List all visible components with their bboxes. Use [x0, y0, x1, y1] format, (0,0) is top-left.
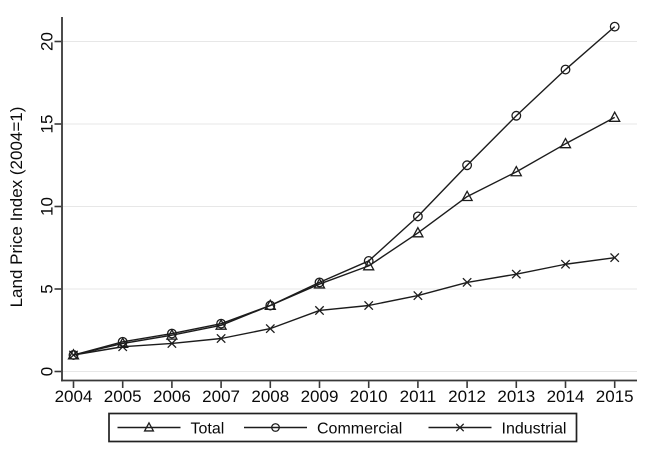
- marker-circle: [462, 160, 473, 171]
- marker-x: [167, 338, 177, 349]
- legend-marker-triangle: [143, 421, 155, 432]
- x-tick-label: 2007: [202, 387, 240, 406]
- marker-circle: [68, 350, 79, 360]
- marker-x: [314, 305, 325, 316]
- series-markers-commercial: [68, 21, 620, 360]
- marker-x: [610, 252, 620, 263]
- x-tick-label: 2012: [448, 387, 486, 406]
- marker-x: [216, 333, 226, 344]
- series-line-commercial: [73, 26, 616, 356]
- x-tick-label: 2011: [400, 387, 437, 406]
- marker-x: [118, 342, 128, 352]
- y-tick-label: 20: [38, 32, 57, 51]
- marker-triangle: [313, 277, 326, 289]
- marker-circle: [511, 110, 522, 121]
- x-tick-label: 2004: [55, 387, 93, 406]
- y-tick-label: 15: [38, 115, 57, 134]
- legend-item-industrial: Industrial: [428, 421, 567, 438]
- y-tick-label: 10: [38, 197, 57, 216]
- legend-marker-circle: [271, 423, 280, 432]
- marker-triangle: [165, 328, 178, 340]
- x-tick-label: 2009: [301, 387, 339, 406]
- marker-x: [511, 269, 521, 279]
- marker-triangle: [559, 137, 572, 149]
- marker-circle: [363, 256, 374, 266]
- marker-circle: [216, 318, 227, 329]
- series-line-industrial: [73, 256, 615, 356]
- marker-triangle: [510, 165, 523, 177]
- series-markers-industrial: [68, 252, 620, 360]
- marker-triangle: [215, 318, 228, 330]
- legend-item-commercial: Commercial: [244, 421, 402, 438]
- marker-x: [364, 300, 374, 311]
- legend-label: Industrial: [502, 421, 567, 438]
- y-tick-label: 0: [38, 367, 57, 376]
- legend-label: Commercial: [317, 421, 402, 438]
- marker-triangle: [411, 226, 424, 238]
- legend-box: [108, 412, 578, 443]
- x-tick-label: 2006: [153, 387, 191, 406]
- x-tick-label: 2014: [547, 387, 585, 406]
- marker-circle: [412, 211, 423, 222]
- marker-circle: [560, 64, 571, 75]
- marker-triangle: [461, 189, 474, 202]
- marker-x: [560, 259, 571, 269]
- y-tick-label: 5: [38, 284, 57, 293]
- x-tick-label: 2015: [596, 387, 634, 406]
- marker-circle: [609, 21, 620, 32]
- x-tick-label: 2010: [350, 387, 388, 406]
- series-line-total: [73, 116, 616, 356]
- marker-x: [265, 323, 275, 334]
- marker-triangle: [362, 259, 375, 271]
- marker-circle: [265, 300, 276, 311]
- marker-x: [413, 290, 423, 301]
- x-tick-label: 2005: [104, 387, 142, 406]
- marker-circle: [314, 277, 325, 288]
- marker-x: [68, 350, 79, 360]
- marker-triangle: [608, 110, 621, 122]
- x-tick-label: 2013: [497, 387, 535, 406]
- x-tick-label: 2008: [251, 387, 289, 406]
- legend-item-total: Total: [117, 421, 225, 438]
- legend-marker-x: [455, 423, 465, 432]
- legend: Total Commercial Industrial: [108, 412, 578, 443]
- marker-x: [462, 277, 472, 288]
- legend-label: Total: [191, 421, 225, 438]
- series-markers-total: [67, 110, 621, 360]
- marker-circle: [166, 328, 177, 339]
